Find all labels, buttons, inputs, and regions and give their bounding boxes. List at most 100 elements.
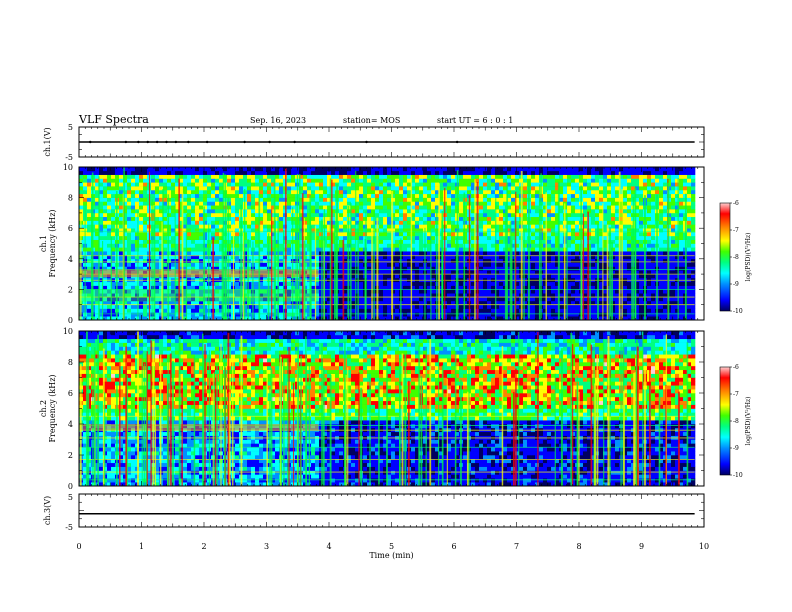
- spectrogram-cell: [615, 201, 620, 206]
- spectrogram-cell: [691, 262, 696, 267]
- spectrogram-cell: [215, 262, 220, 267]
- spectrogram-cell: [255, 300, 260, 305]
- spectrogram-cell: [343, 281, 348, 286]
- spectrogram-cell: [327, 212, 332, 218]
- spectrogram-cell: [591, 308, 596, 313]
- spectrogram-cell: [127, 289, 132, 294]
- spectrogram-cell: [675, 274, 680, 279]
- spectrogram-cell: [331, 205, 336, 210]
- spectrogram-cell: [127, 285, 132, 290]
- spectrogram-cell: [671, 262, 676, 267]
- spectrogram-cell: [199, 258, 204, 263]
- spectrogram-cell: [495, 316, 500, 321]
- spectrogram-cell: [403, 224, 408, 229]
- spectrogram-cell: [203, 285, 208, 290]
- spectrogram-cell: [179, 212, 184, 218]
- spectrogram-cell: [327, 224, 332, 229]
- spectrogram-cell: [499, 254, 504, 260]
- spectrogram-cell: [299, 308, 304, 313]
- spectrogram-cell: [235, 308, 240, 313]
- spectrogram-cell: [487, 220, 492, 225]
- spectrogram-cell: [487, 209, 492, 214]
- spectrogram-cell: [591, 297, 596, 302]
- spectrogram-cell: [507, 266, 512, 271]
- spectrogram-cell: [119, 312, 124, 317]
- spectrogram-cell: [143, 220, 148, 225]
- spectrogram-cell: [191, 251, 196, 256]
- spectrogram-cell: [163, 312, 168, 317]
- spectrogram-cell: [215, 266, 220, 271]
- spectrogram-cell: [331, 304, 336, 309]
- spectrogram-cell: [611, 239, 616, 244]
- spectrogram-cell: [199, 316, 204, 321]
- spectrogram-cell: [567, 254, 572, 260]
- spectrogram-cell: [199, 293, 204, 298]
- spectrogram-cell: [603, 274, 608, 279]
- spectrogram-cell: [127, 281, 132, 286]
- spectrogram-cell: [103, 212, 108, 218]
- spectrogram-cell: [487, 297, 492, 302]
- spectrogram-cell: [415, 251, 420, 256]
- spectrogram-cell: [407, 228, 412, 233]
- spectrogram-cell: [159, 300, 164, 305]
- spectrogram-cell: [103, 289, 108, 294]
- spectrogram-cell: [391, 228, 396, 233]
- spectrogram-cell: [691, 281, 696, 286]
- spectrogram-cell: [199, 235, 204, 240]
- spectrogram-cell: [123, 243, 128, 248]
- spectrogram-cell: [495, 239, 500, 244]
- spectrogram-cell: [323, 209, 328, 214]
- spectrogram-cell: [87, 224, 92, 229]
- spectrogram-cell: [271, 304, 276, 309]
- spectrogram-cell: [351, 262, 356, 267]
- spectrogram-cell: [379, 266, 384, 271]
- spectrogram-cell: [263, 205, 268, 210]
- spectrogram-cell: [323, 224, 328, 229]
- spectrogram-cell: [263, 308, 268, 313]
- spectrogram-cell: [331, 201, 336, 206]
- spectrogram-cell: [179, 201, 184, 206]
- spectrogram-cell: [343, 285, 348, 290]
- spectrogram-cell: [107, 243, 112, 248]
- spectrogram-cell: [339, 205, 344, 210]
- spectrogram-cell: [551, 293, 556, 298]
- spectrogram-cell: [415, 304, 420, 309]
- spectrogram-cell: [511, 258, 516, 263]
- spectrogram-cell: [463, 228, 468, 233]
- spectrogram-cell: [515, 209, 520, 214]
- spectrogram-cell: [99, 285, 104, 290]
- spectrogram-cell: [159, 235, 164, 240]
- spectrogram-cell: [287, 281, 292, 286]
- spectrogram-cell: [555, 270, 560, 275]
- spectrogram-cell: [199, 312, 204, 317]
- spectrogram-cell: [87, 228, 92, 233]
- spectrogram-cell: [407, 316, 412, 321]
- spectrogram-cell: [611, 254, 616, 260]
- spectrogram-cell: [419, 293, 424, 298]
- spectrogram-cell: [271, 316, 276, 321]
- spectrogram-cell: [127, 297, 132, 302]
- spectrogram-cell: [427, 212, 432, 218]
- spectrogram-cell: [227, 281, 232, 286]
- spectrogram-cell: [275, 251, 280, 256]
- spectrogram-cell: [355, 239, 360, 244]
- spectrogram-cell: [403, 228, 408, 233]
- spectrogram-cell: [419, 235, 424, 240]
- spectrogram-cell: [287, 243, 292, 248]
- spectrogram-cell: [447, 289, 452, 294]
- spectrogram-cell: [123, 304, 128, 309]
- spectrogram-cell: [247, 258, 252, 263]
- spectrogram-cell: [379, 224, 384, 229]
- spectrogram-cell: [627, 289, 632, 294]
- spectrogram-cell: [403, 293, 408, 298]
- spectrogram-cell: [471, 258, 476, 263]
- spectrogram-cell: [543, 251, 548, 256]
- spectrogram-cell: [103, 304, 108, 309]
- spectrogram-cell: [575, 312, 580, 317]
- spectrogram-cell: [599, 308, 604, 313]
- spectrogram-cell: [567, 316, 572, 321]
- spectrogram-cell: [419, 216, 424, 221]
- spectrogram-cell: [515, 232, 520, 237]
- spectrogram-cell: [159, 254, 164, 260]
- spectrogram-cell: [363, 220, 368, 225]
